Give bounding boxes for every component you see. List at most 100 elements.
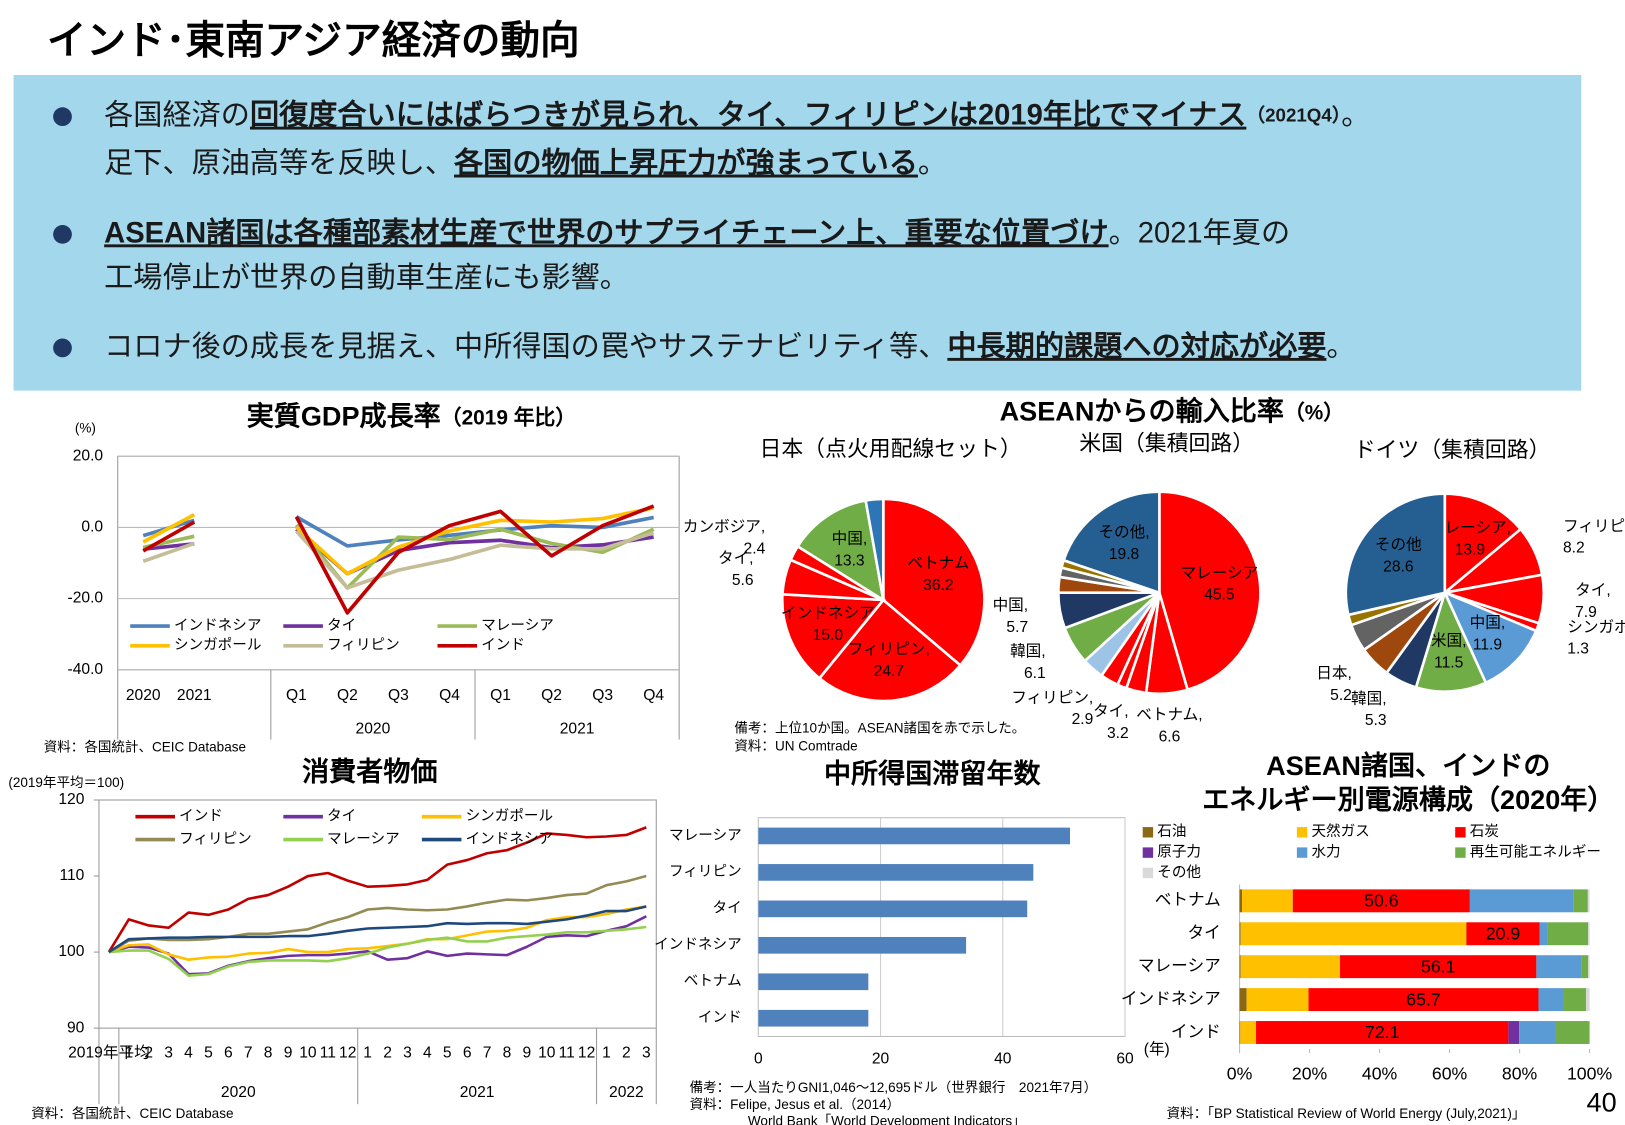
- bullet-segment: 回復度合いにはばらつきが見られ、タイ、フィリピンは2019年比でマイナス: [250, 97, 1246, 131]
- note: World Bank「World Development Indicators」: [748, 1113, 1026, 1125]
- slice-label: フィリピン,: [1011, 689, 1093, 706]
- bar-segment: [1536, 955, 1582, 979]
- bar-segment: [1538, 988, 1563, 1012]
- bar-segment: [1469, 889, 1574, 913]
- chart-subtitle: 米国（集積回路）: [1079, 431, 1254, 456]
- x-tick-label: Q4: [439, 687, 460, 704]
- pie-slice: [795, 499, 886, 603]
- legend-swatch: [1142, 867, 1154, 879]
- slice-value: 8.2: [1563, 540, 1585, 557]
- legend-swatch: [1142, 847, 1154, 858]
- slice-value: 5.6: [732, 572, 754, 589]
- note: 資料：Felipe, Jesus et al.（2014）: [690, 1097, 901, 1112]
- chart-title: 中所得国滞留年数: [824, 758, 1042, 789]
- x-tick-label: 4: [184, 1044, 193, 1061]
- series-line: [142, 513, 196, 544]
- chart-subtitle: ドイツ（集積回路）: [1354, 437, 1551, 462]
- legend-swatch: [1455, 827, 1466, 838]
- section-title: ASEANからの輸入比率（%）: [1000, 396, 1345, 427]
- x-tick-label: Q3: [592, 687, 613, 704]
- y-tick-label: 0.0: [81, 519, 103, 536]
- x-group-label: 2022: [609, 1084, 644, 1101]
- y-unit: (%): [75, 421, 96, 436]
- bullet-segment: 足下、原油高等を反映し、: [104, 146, 454, 179]
- data-label: 50.6: [1364, 891, 1399, 911]
- x-tick-label: Q3: [388, 687, 409, 704]
- slice-value: 3.2: [1107, 725, 1129, 742]
- slice-value: 13.9: [1455, 541, 1485, 558]
- note: 資料：UN Comtrade: [734, 738, 857, 753]
- x-tick-label: 20: [872, 1051, 890, 1068]
- legend-label: その他: [1157, 864, 1201, 881]
- bullet-segment: 。: [1326, 331, 1355, 363]
- bullet-dot: [53, 107, 72, 127]
- legend-label: インドネシア: [466, 830, 553, 847]
- slice-value: 1.3: [1567, 641, 1589, 658]
- x-tick-label: 7: [483, 1044, 492, 1061]
- x-tick-label: 7: [244, 1044, 253, 1061]
- slice-value: 6.6: [1159, 728, 1181, 745]
- series-line: [107, 826, 647, 953]
- bar-segment: [1256, 1021, 1509, 1044]
- bar-segment: [1308, 988, 1539, 1012]
- legend-label: マレーシア: [481, 618, 554, 634]
- summary-box: [13, 75, 1582, 391]
- slice-label: その他,: [1098, 523, 1149, 541]
- x-tick-label: 12: [578, 1044, 595, 1061]
- slice-label: 中国,: [1470, 614, 1506, 632]
- slice-label: ベトナム: [907, 555, 969, 572]
- slice-value: 2.4: [744, 541, 766, 558]
- bar-segment: [1239, 922, 1241, 946]
- chart-title: 実質GDP成長率（2019 年比）: [247, 401, 577, 432]
- slice-label: ベトナム,: [1136, 706, 1202, 723]
- x-tick-label: 5: [443, 1044, 452, 1061]
- y-tick-label: フィリピン: [669, 863, 742, 880]
- y-tick-label: -40.0: [68, 661, 104, 678]
- chart-title: ASEAN諸国、インドの: [1266, 750, 1550, 781]
- x-tick-label: 80%: [1502, 1064, 1538, 1084]
- data-label: 65.7: [1406, 989, 1440, 1009]
- x-unit: (年): [1144, 1040, 1170, 1058]
- data-label: 72.1: [1365, 1022, 1399, 1042]
- slice-value: 24.7: [874, 663, 904, 680]
- slice-label: 中国,: [993, 596, 1029, 614]
- bar-segment: [1239, 1021, 1241, 1044]
- source: 資料：各国統計、CEIC Database: [31, 1106, 233, 1121]
- bar-segment: [1508, 1021, 1520, 1044]
- bar-segment: [1555, 1021, 1590, 1044]
- bar-segment: [1562, 988, 1587, 1012]
- data-label: 20.9: [1486, 923, 1520, 943]
- y-tick-label: ベトナム: [684, 974, 742, 990]
- bar-segment: [1586, 988, 1590, 1012]
- bullet-text: 各国経済の回復度合いにはばらつきが見られ、タイ、フィリピンは2019年比でマイナ…: [104, 97, 1370, 131]
- pie-slice: [817, 598, 963, 703]
- slice-value: 5.3: [1365, 712, 1387, 729]
- legend-label: フィリピン: [327, 637, 400, 654]
- y-tick-label: インド: [698, 1010, 742, 1026]
- y-tick-label: 120: [58, 791, 84, 808]
- y-tick-label: マレーシア: [669, 828, 742, 844]
- x-tick-label: 9: [284, 1044, 293, 1061]
- pie-slice: [1414, 589, 1488, 693]
- legend-label: 再生可能エネルギー: [1470, 843, 1601, 860]
- bar-segment: [1239, 889, 1243, 913]
- note: 備考：上位10か国。ASEAN諸国を赤で示した。: [734, 721, 1025, 736]
- x-tick-label: Q1: [490, 687, 511, 704]
- x-tick-label: 20%: [1292, 1064, 1328, 1084]
- chart-subtitle: （2019 年比）: [441, 405, 576, 429]
- bar-segment: [1240, 922, 1467, 946]
- x-tick-label: 8: [503, 1044, 512, 1061]
- series-line: [108, 905, 647, 954]
- page-number: 40: [1587, 1086, 1617, 1117]
- bullet-segment: 各国経済の: [104, 98, 250, 131]
- bar-segment: [1246, 988, 1309, 1012]
- bar: [758, 1009, 869, 1027]
- x-tick-label: 3: [403, 1044, 412, 1061]
- source: 資料：各国統計、CEIC Database: [44, 739, 246, 754]
- legend-label: 水力: [1311, 843, 1340, 860]
- bullet-segment: 各国の物価上昇圧力が強まっている: [453, 145, 918, 179]
- bullet-dot: [53, 225, 72, 244]
- data-label: 56.1: [1421, 956, 1455, 976]
- slice-value: 5.2: [1330, 687, 1352, 704]
- bar-segment: [1239, 955, 1241, 979]
